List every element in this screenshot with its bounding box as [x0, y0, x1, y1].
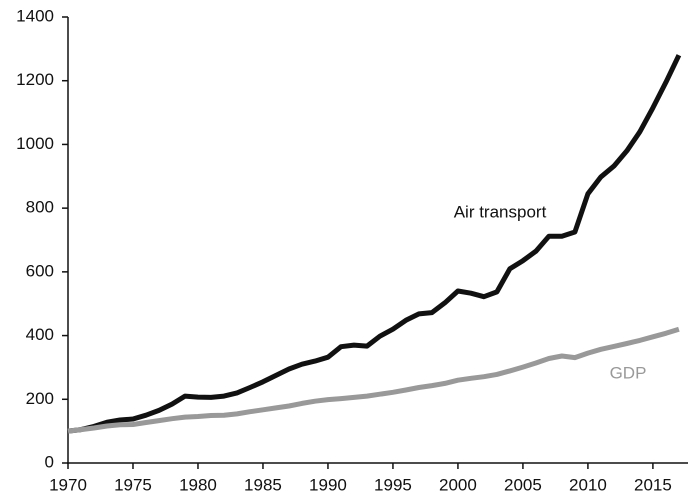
x-tick-label: 2005 [504, 475, 542, 494]
x-tick-label: 1985 [244, 475, 282, 494]
x-tick-label: 1980 [179, 475, 217, 494]
y-tick-label: 200 [26, 389, 54, 408]
x-tick-label: 2000 [439, 475, 477, 494]
x-tick-label: 1990 [309, 475, 347, 494]
y-tick-label: 600 [26, 261, 54, 280]
y-tick-label: 1200 [16, 70, 54, 89]
y-tick-label: 400 [26, 325, 54, 344]
series-line [67, 326, 680, 434]
y-tick-label: 1000 [16, 134, 54, 153]
series-label: Air transport [454, 202, 547, 221]
x-tick-label: 2010 [569, 475, 607, 494]
x-tick-label: 2015 [634, 475, 672, 494]
y-tick-label: 0 [45, 452, 54, 471]
series-label: GDP [610, 363, 647, 382]
x-tick-label: 1995 [374, 475, 412, 494]
series-line [67, 54, 682, 434]
x-tick-label: 1970 [49, 475, 87, 494]
y-tick-label: 1400 [16, 6, 54, 25]
x-tick-label: 1975 [114, 475, 152, 494]
y-tick-label: 800 [26, 198, 54, 217]
